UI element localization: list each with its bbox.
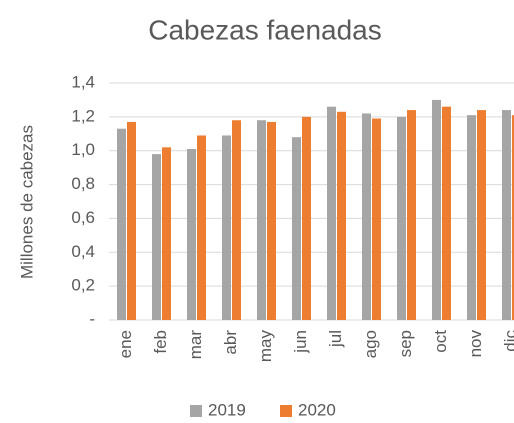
bar xyxy=(197,135,206,320)
bar xyxy=(327,106,336,320)
bar xyxy=(362,113,371,320)
y-tick-label: - xyxy=(89,309,95,328)
legend-label: 2020 xyxy=(298,400,336,419)
legend-label: 2019 xyxy=(208,400,246,419)
bar xyxy=(407,110,416,320)
bar xyxy=(117,128,126,320)
y-tick-label: 0,6 xyxy=(71,208,95,227)
x-tick-label: sep xyxy=(396,330,415,357)
x-tick-label: abr xyxy=(221,330,240,355)
legend-swatch xyxy=(190,405,202,417)
chart-title: Cabezas faenadas xyxy=(148,14,382,45)
y-tick-label: 0,8 xyxy=(71,174,95,193)
bar xyxy=(267,121,276,320)
bar xyxy=(187,149,196,320)
bar xyxy=(292,137,301,320)
bar xyxy=(232,120,241,320)
x-tick-label: jul xyxy=(326,330,345,348)
bar xyxy=(302,116,311,320)
bar xyxy=(127,121,136,320)
x-tick-label: ene xyxy=(116,330,135,358)
bar xyxy=(372,118,381,320)
x-tick-label: oct xyxy=(431,330,450,353)
bar xyxy=(222,135,231,320)
x-tick-label: jun xyxy=(291,330,310,354)
bar xyxy=(467,115,476,321)
y-tick-label: 1,2 xyxy=(71,106,95,125)
bar xyxy=(397,116,406,320)
x-tick-label: ago xyxy=(361,330,380,358)
bar xyxy=(257,120,266,320)
y-tick-label: 0,2 xyxy=(71,276,95,295)
x-tick-label: feb xyxy=(151,330,170,354)
x-tick-label: may xyxy=(256,330,275,363)
legend-swatch xyxy=(280,405,292,417)
y-tick-label: 1,0 xyxy=(71,140,95,159)
bar xyxy=(152,154,161,320)
bar xyxy=(477,110,486,320)
y-axis-label: Millones de cabezas xyxy=(17,125,36,279)
x-tick-label: mar xyxy=(186,330,205,360)
bar xyxy=(512,115,514,321)
bar xyxy=(442,106,451,320)
x-tick-label: nov xyxy=(466,330,485,358)
bar xyxy=(337,111,346,321)
x-tick-label: dic xyxy=(501,330,514,352)
bar xyxy=(432,99,441,320)
bar xyxy=(162,147,171,320)
y-tick-label: 1,4 xyxy=(71,72,95,91)
y-tick-label: 0,4 xyxy=(71,242,95,261)
bar xyxy=(502,110,511,320)
